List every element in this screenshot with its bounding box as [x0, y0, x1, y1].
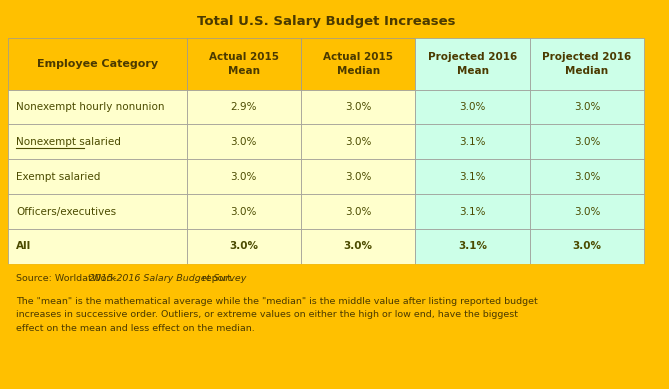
Polygon shape — [415, 159, 530, 194]
Text: 3.1%: 3.1% — [460, 137, 486, 147]
Text: Total U.S. Salary Budget Increases: Total U.S. Salary Budget Increases — [197, 15, 456, 28]
Polygon shape — [187, 89, 301, 124]
Text: Employee Category: Employee Category — [37, 59, 158, 69]
Text: report.: report. — [199, 273, 234, 282]
Text: Projected 2016
Mean: Projected 2016 Mean — [428, 52, 517, 76]
Text: Nonexempt hourly nonunion: Nonexempt hourly nonunion — [16, 102, 165, 112]
Text: 3.0%: 3.0% — [344, 242, 373, 251]
Text: 3.1%: 3.1% — [458, 242, 487, 251]
Polygon shape — [9, 89, 187, 124]
Text: 3.0%: 3.0% — [460, 102, 486, 112]
Text: 3.0%: 3.0% — [231, 207, 257, 217]
Polygon shape — [187, 39, 301, 89]
Text: 3.0%: 3.0% — [574, 102, 600, 112]
Text: Actual 2015
Median: Actual 2015 Median — [323, 52, 393, 76]
Polygon shape — [530, 124, 644, 159]
Polygon shape — [9, 194, 187, 229]
Text: 3.1%: 3.1% — [460, 172, 486, 182]
Polygon shape — [415, 124, 530, 159]
Text: 3.0%: 3.0% — [574, 172, 600, 182]
Text: 3.0%: 3.0% — [573, 242, 601, 251]
Polygon shape — [187, 159, 301, 194]
Text: 3.0%: 3.0% — [345, 172, 371, 182]
Text: The "mean" is the mathematical average while the "median" is the middle value af: The "mean" is the mathematical average w… — [16, 297, 538, 333]
Polygon shape — [9, 5, 644, 384]
Polygon shape — [9, 124, 187, 159]
Polygon shape — [9, 229, 187, 264]
Text: Actual 2015
Mean: Actual 2015 Mean — [209, 52, 279, 76]
Text: Source: WorldatWork: Source: WorldatWork — [16, 273, 119, 282]
Polygon shape — [187, 229, 301, 264]
Text: Officers/executives: Officers/executives — [16, 207, 116, 217]
Polygon shape — [301, 39, 415, 89]
Text: All: All — [16, 242, 31, 251]
Polygon shape — [187, 124, 301, 159]
Polygon shape — [415, 229, 530, 264]
Text: Projected 2016
Median: Projected 2016 Median — [543, 52, 632, 76]
Polygon shape — [301, 89, 415, 124]
Text: 3.0%: 3.0% — [345, 137, 371, 147]
Polygon shape — [415, 39, 530, 89]
Text: 3.0%: 3.0% — [345, 207, 371, 217]
Polygon shape — [530, 159, 644, 194]
Text: 2015-2016 Salary Budget Survey: 2015-2016 Salary Budget Survey — [90, 273, 247, 282]
Polygon shape — [301, 124, 415, 159]
Text: 3.0%: 3.0% — [229, 242, 258, 251]
Polygon shape — [530, 194, 644, 229]
Text: 2.9%: 2.9% — [231, 102, 257, 112]
Polygon shape — [530, 89, 644, 124]
Text: 3.0%: 3.0% — [574, 137, 600, 147]
Polygon shape — [9, 5, 644, 39]
Polygon shape — [301, 159, 415, 194]
Polygon shape — [530, 39, 644, 89]
Text: Nonexempt salaried: Nonexempt salaried — [16, 137, 121, 147]
Polygon shape — [301, 194, 415, 229]
Polygon shape — [9, 39, 187, 89]
Polygon shape — [415, 194, 530, 229]
Polygon shape — [415, 89, 530, 124]
Text: 3.1%: 3.1% — [460, 207, 486, 217]
Polygon shape — [301, 229, 415, 264]
Polygon shape — [187, 194, 301, 229]
Polygon shape — [530, 229, 644, 264]
Polygon shape — [9, 159, 187, 194]
Text: 3.0%: 3.0% — [231, 137, 257, 147]
Text: 3.0%: 3.0% — [345, 102, 371, 112]
Text: 3.0%: 3.0% — [574, 207, 600, 217]
Polygon shape — [9, 264, 644, 384]
Text: 3.0%: 3.0% — [231, 172, 257, 182]
Text: Exempt salaried: Exempt salaried — [16, 172, 101, 182]
